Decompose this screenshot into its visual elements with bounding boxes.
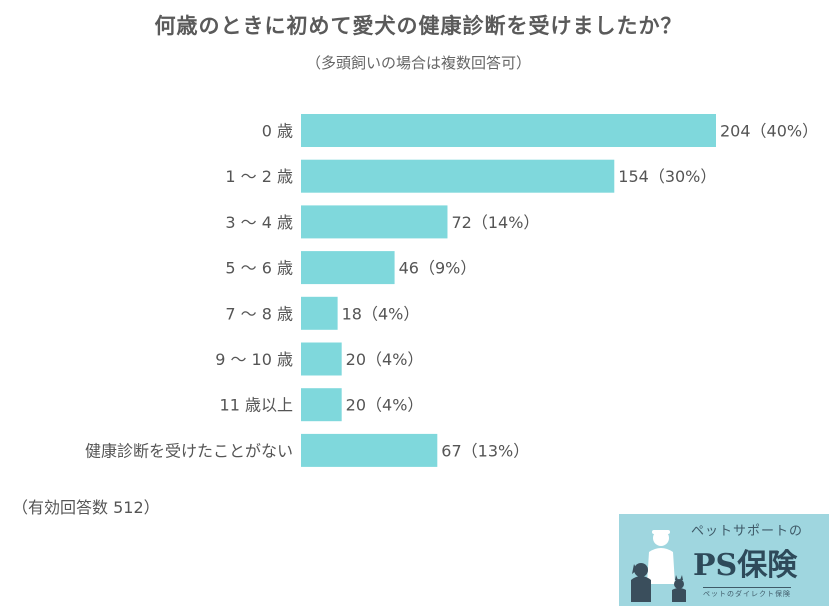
bar	[301, 342, 342, 376]
category-label: 11 歳以上	[220, 396, 293, 415]
category-label: 健康診断を受けたことがない	[85, 441, 293, 460]
value-label: 204（40%）	[720, 122, 818, 141]
chart-title: 何歳のときに初めて愛犬の健康診断を受けましたか？	[154, 14, 683, 38]
value-label: 18（4%）	[342, 304, 420, 323]
bar	[301, 296, 338, 330]
category-label: 7 〜 8 歳	[225, 304, 293, 323]
category-label: 9 〜 10 歳	[215, 350, 293, 369]
logo-subtitle: ペットのダイレクト保険	[703, 587, 791, 599]
bar	[301, 114, 716, 147]
value-label: 67（13%）	[441, 441, 529, 460]
bar-chart: 0 歳 204（40%） 1 〜 2 歳 154（30%） 3 〜 4 歳 72（14%）…	[85, 114, 818, 467]
bar	[301, 388, 342, 422]
bar	[301, 251, 395, 285]
category-label: 3 〜 4 歳	[225, 213, 293, 232]
category-label: 1 〜 2 歳	[225, 167, 293, 186]
logo-name: PS保険	[693, 548, 798, 583]
value-label: 154（30%）	[618, 167, 716, 186]
chart-subtitle: （多頭飼いの場合は複数回答可）	[305, 54, 531, 72]
response-count-note: （有効回答数 512）	[12, 498, 160, 517]
category-label: 0 歳	[262, 122, 293, 141]
value-label: 72（14%）	[451, 213, 539, 232]
logo-tagline: ペットサポートの	[691, 524, 804, 539]
pet-owner-illustration-icon	[631, 530, 686, 602]
value-label: 20（4%）	[346, 350, 424, 369]
category-label: 5 〜 6 歳	[225, 259, 293, 278]
ps-insurance-logo: ペットサポートの PS保険 ペットのダイレクト保険	[619, 514, 829, 606]
bar	[301, 433, 438, 467]
bar	[301, 205, 448, 239]
value-label: 20（4%）	[346, 396, 424, 415]
bar	[301, 159, 615, 193]
value-label: 46（9%）	[399, 259, 477, 278]
